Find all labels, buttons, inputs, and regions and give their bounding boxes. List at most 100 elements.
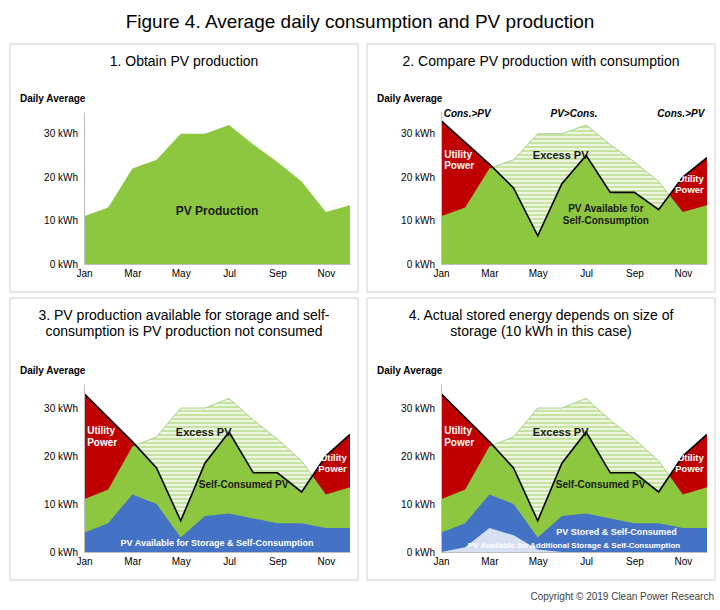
utility-power-area	[441, 394, 707, 552]
x-tick-label: May	[529, 268, 548, 279]
figure: Figure 4. Average daily consumption and …	[0, 0, 720, 610]
x-tick-label: May	[172, 268, 191, 279]
y-axis-title: Daily Average	[377, 365, 443, 376]
y-tick-label: 20 kWh	[44, 451, 78, 462]
y-tick: 10 kWh	[44, 215, 84, 226]
annotation: UtilityPower	[675, 173, 704, 195]
y-tick-label: 0 kWh	[50, 547, 78, 558]
text-line: PV Available for Storage & Self-Consumpt…	[121, 538, 314, 548]
x-tick: May	[529, 552, 548, 567]
consumption-line	[441, 394, 707, 521]
y-tick-label: 10 kWh	[401, 215, 435, 226]
x-tick: Mar	[124, 552, 142, 567]
annotation: PV>Cons.	[551, 108, 598, 119]
y-tick: 20 kWh	[401, 451, 441, 462]
x-tick-label: Jul	[580, 556, 593, 567]
x-tick: Sep	[269, 264, 287, 279]
annotation: UtilityPower	[444, 149, 474, 172]
text-line: Excess PV	[533, 149, 589, 161]
plot-marks	[441, 394, 707, 552]
self-consumed-group	[441, 398, 707, 552]
self-consumed-pv-area	[441, 125, 707, 264]
x-tick: Jul	[223, 552, 236, 567]
text-line: PV>Cons.	[551, 108, 598, 119]
y-axis: 0 kWh10 kWh20 kWh30 kWh	[401, 385, 441, 558]
y-axis-line	[441, 113, 442, 265]
storage-area	[441, 528, 707, 552]
panel: 3. PV production available for storage a…	[10, 298, 358, 580]
y-tick: 10 kWh	[401, 499, 441, 510]
x-tick: May	[172, 552, 191, 567]
y-tick: 10 kWh	[44, 499, 84, 510]
y-tick-label: 20 kWh	[44, 172, 78, 183]
y-tick: 10 kWh	[401, 215, 441, 226]
panel: 4. Actual stored energy depends on size …	[367, 298, 715, 580]
x-tick-label: Nov	[317, 556, 335, 567]
chart-container: Figure 4. Average daily consumption and …	[0, 0, 720, 610]
y-axis-title: Daily Average	[20, 93, 86, 104]
annotation: UtilityPower	[675, 452, 704, 474]
text-line: PV Stored & Self-Consumed	[556, 527, 677, 537]
x-tick-label: Nov	[317, 268, 335, 279]
text-line: Excess PV	[533, 426, 589, 438]
utility-power-area	[441, 121, 707, 264]
x-tick: Nov	[317, 264, 335, 279]
x-tick: Jan	[76, 552, 92, 567]
text-line: Utility	[677, 452, 704, 463]
x-axis: JanMarMayJulSepNov	[433, 552, 707, 567]
text-line: Cons.>PV	[444, 108, 492, 119]
panel-title: 3. PV production available for storage a…	[38, 307, 329, 339]
text-line: Self-Consumed PV	[199, 479, 289, 490]
x-tick-label: May	[529, 556, 548, 567]
x-tick-label: Jan	[433, 556, 449, 567]
text-line: 4. Actual stored energy depends on size …	[409, 307, 674, 323]
y-axis: 0 kWh10 kWh20 kWh30 kWh	[44, 385, 84, 558]
x-tick: Jul	[223, 264, 236, 279]
panel-frame	[367, 44, 715, 292]
panel-title: 2. Compare PV production with consumptio…	[402, 53, 679, 69]
text-line: Daily Average	[20, 93, 86, 104]
y-axis-title: Daily Average	[20, 365, 86, 376]
y-axis-line	[84, 113, 85, 265]
excess-pv-area	[441, 398, 707, 552]
copyright: Copyright © 2019 Clean Power Research	[530, 591, 714, 602]
y-tick-label: 30 kWh	[401, 403, 435, 414]
excess-pv-area	[441, 125, 707, 264]
text-line: Power	[444, 160, 474, 171]
x-tick: Mar	[124, 264, 142, 279]
x-tick-label: Sep	[269, 556, 287, 567]
text-line: Utility	[677, 173, 704, 184]
x-tick: Mar	[481, 264, 499, 279]
text-line: Self-Consumed PV	[556, 479, 646, 490]
annotation: UtilityPower	[444, 425, 474, 448]
x-axis-line	[85, 264, 351, 265]
x-tick: Nov	[317, 552, 335, 567]
text-line: Daily Average	[20, 365, 86, 376]
text-line: Utility	[87, 425, 115, 436]
text-line: 3. PV production available for storage a…	[38, 307, 329, 323]
text-line: Daily Average	[377, 93, 443, 104]
x-tick-label: Jul	[223, 268, 236, 279]
self-consumed-group	[441, 125, 707, 264]
series-label: PV Stored & Self-Consumed	[556, 527, 677, 537]
x-tick: Nov	[674, 264, 692, 279]
y-tick-label: 30 kWh	[44, 128, 78, 139]
annotation: UtilityPower	[87, 425, 117, 448]
annotation: Self-Consumed PV	[556, 479, 646, 490]
y-tick: 20 kWh	[44, 172, 84, 183]
x-tick-label: Nov	[674, 556, 692, 567]
x-tick: Mar	[481, 552, 499, 567]
annotation: PV Available forSelf-Consumption	[563, 203, 649, 226]
text-line: PV Production	[176, 204, 259, 218]
utility-power-area	[84, 394, 350, 552]
storage-area	[441, 494, 707, 552]
annotation: Excess PV	[533, 149, 589, 161]
x-tick-label: May	[172, 556, 191, 567]
x-tick-label: Jul	[580, 268, 593, 279]
panel: 2. Compare PV production with consumptio…	[367, 44, 715, 292]
annotation: Excess PV	[533, 426, 589, 438]
text-line: Power	[675, 184, 704, 195]
text-line: storage (10 kWh in this case)	[450, 323, 631, 339]
x-tick-label: Mar	[124, 556, 142, 567]
plot-marks	[441, 121, 707, 264]
